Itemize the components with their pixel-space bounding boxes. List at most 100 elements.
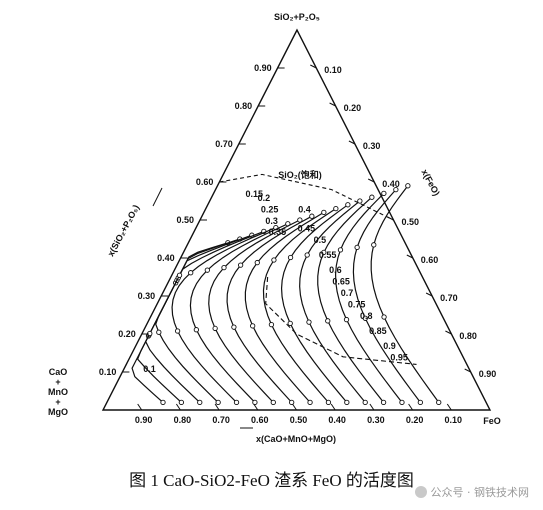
bottom-tick-label: 0.10 — [445, 415, 463, 425]
experimental-point — [178, 399, 185, 406]
right-tick — [367, 178, 375, 183]
experimental-point — [204, 267, 210, 273]
right-tick — [387, 216, 394, 221]
right-tick — [310, 64, 317, 69]
experimental-point — [345, 202, 351, 208]
iso-activity-label: 0.5 — [314, 235, 327, 245]
iso-activity-curve — [299, 200, 366, 403]
experimental-point — [188, 270, 194, 276]
bottom-tick — [253, 403, 259, 411]
iso-activity-curve — [171, 227, 277, 403]
experimental-point — [362, 399, 368, 406]
triangle-frame — [101, 28, 492, 411]
experimental-point — [268, 321, 275, 328]
ternary-activity-diagram: SiO₂(饱和) 0.1 0.150.20.25 0.30.35 0.4 0.45 0.5… — [48, 12, 501, 444]
right-tick — [406, 254, 414, 259]
experimental-point — [250, 323, 256, 329]
bottom-tick-label: 0.90 — [135, 415, 153, 425]
iso-activity-label: 0.7 — [341, 288, 354, 298]
vertex-right-label: FeO — [483, 416, 501, 426]
experimental-point — [156, 329, 162, 335]
bottom-tick-label: 0.60 — [251, 415, 269, 425]
experimental-point — [160, 399, 166, 406]
right-tick — [445, 330, 452, 335]
iso-activity-label: 0.1 — [143, 364, 156, 374]
experimental-point — [380, 399, 387, 406]
right-tick-label: 0.70 — [440, 293, 458, 303]
iso-activity-label: 0.35 — [269, 227, 287, 237]
iso-activity-curve — [155, 230, 265, 403]
axis-ticks: 0.100.100.900.200.200.800.300.300.700.40… — [99, 63, 496, 425]
experimental-point — [362, 315, 368, 321]
experimental-point — [337, 247, 344, 253]
bottom-tick — [214, 403, 220, 411]
bottom-axis-title: x(CaO+MnO+MgO) — [256, 434, 336, 444]
right-tick — [464, 368, 471, 373]
vertex-left-label: MgO — [48, 407, 68, 417]
bottom-tick-label: 0.30 — [367, 415, 385, 425]
right-tick-label: 0.20 — [344, 103, 362, 113]
experimental-point — [252, 399, 258, 406]
left-tick-label: 0.70 — [215, 139, 233, 149]
experimental-point — [197, 399, 203, 406]
experimental-point — [405, 183, 411, 189]
bottom-tick-label: 0.40 — [328, 415, 346, 425]
right-tick-label: 0.10 — [324, 65, 342, 75]
experimental-point — [176, 272, 183, 278]
iso-activity-label: 0.6 — [329, 265, 342, 275]
iso-activity-curve — [244, 211, 325, 403]
vertex-left-label: MnO — [48, 387, 68, 397]
iso-activity-curve — [226, 215, 313, 403]
bottom-tick-label: 0.20 — [406, 415, 424, 425]
iso-activity-label: 0.25 — [261, 204, 279, 214]
iso-activity-label: 0.45 — [298, 223, 316, 233]
bottom-tick-label: 0.50 — [290, 415, 308, 425]
iso-activity-curve — [208, 219, 301, 403]
experimental-point — [381, 314, 387, 320]
right-tick-label: 0.90 — [479, 369, 497, 379]
experimental-point — [436, 399, 442, 406]
experimental-point — [233, 399, 240, 406]
iso-activity-curves: 0.1 0.150.20.25 0.30.35 0.4 0.45 0.5 0.55 0.6 0.… — [131, 183, 442, 406]
vertex-left-label: + — [55, 377, 60, 387]
iso-activity-curve — [370, 185, 440, 403]
experimental-point — [193, 327, 200, 333]
iso-activity-label: 0.95 — [390, 353, 408, 363]
experimental-point — [344, 399, 350, 406]
iso-activity-curve — [280, 204, 349, 403]
left-tick-label: 0.80 — [235, 101, 253, 111]
saturation-label: SiO₂(饱和) — [278, 169, 322, 180]
experimental-point — [417, 399, 423, 406]
experimental-point — [271, 257, 277, 263]
right-tick-label: 0.60 — [421, 255, 439, 265]
left-tick-label: 0.60 — [196, 177, 214, 187]
experimental-point — [333, 205, 339, 212]
iso-activity-label: 0.4 — [298, 204, 311, 214]
experimental-point — [254, 259, 260, 266]
experimental-point — [393, 186, 399, 193]
vertex-top-label: SiO₂+P₂O₅ — [274, 12, 320, 22]
experimental-point — [309, 213, 315, 219]
experimental-point — [289, 399, 295, 406]
bottom-tick — [137, 403, 143, 411]
experimental-point — [212, 325, 218, 332]
right-tick-label: 0.40 — [382, 179, 400, 189]
experimental-point — [399, 399, 405, 406]
iso-activity-label: 0.55 — [319, 250, 337, 260]
experimental-point — [321, 249, 327, 256]
iso-activity-curve — [262, 208, 337, 403]
iso-activity-label: 0.2 — [258, 193, 271, 203]
triangle-outline — [101, 28, 492, 411]
vertex-left-label: CaO — [49, 367, 68, 377]
watermark: 公众号 · 钢铁技术网 — [414, 484, 529, 500]
experimental-point — [231, 324, 237, 330]
experimental-point — [237, 262, 244, 268]
experimental-point — [304, 252, 310, 258]
bottom-tick-label: 0.70 — [212, 415, 230, 425]
iso-activity-label: 0.65 — [332, 277, 350, 287]
iso-activity-label: 0.8 — [360, 311, 373, 321]
experimental-point — [325, 399, 332, 406]
right-axis-title: x(FeO) — [420, 168, 442, 198]
experimental-point — [381, 190, 387, 197]
experimental-point — [354, 244, 360, 251]
